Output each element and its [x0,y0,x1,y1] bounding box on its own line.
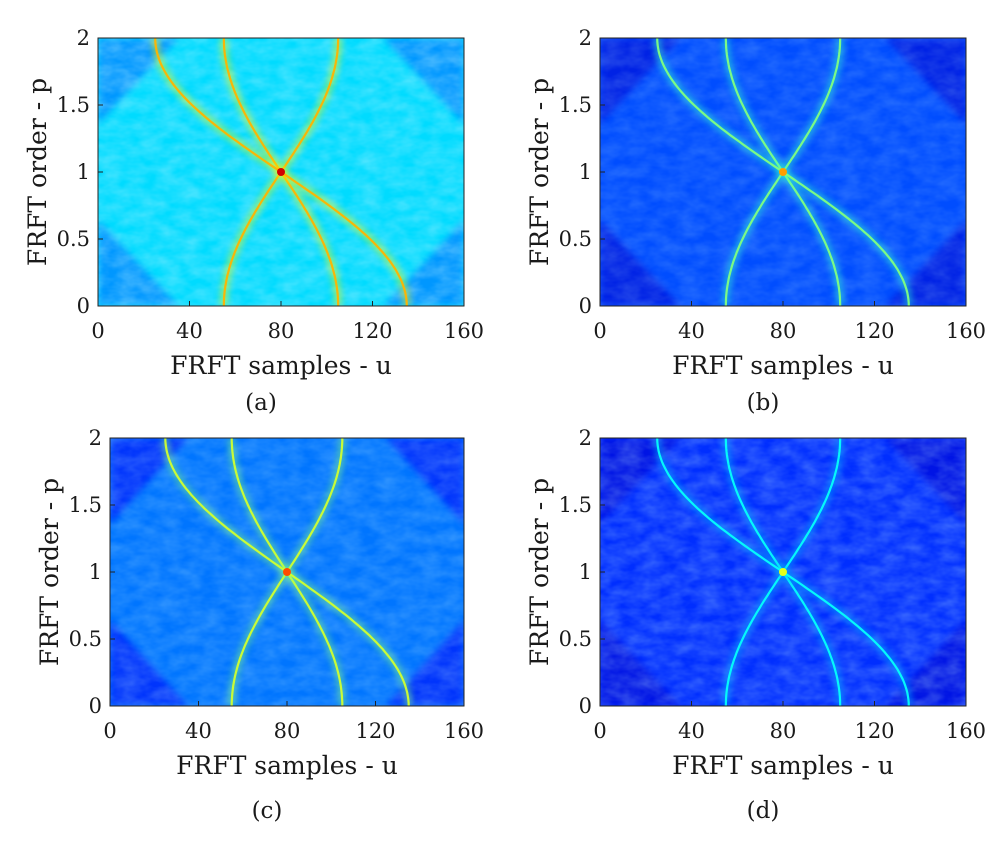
panel-b: 0 0.5 1 1.5 2 0 40 80 120 160 FRFT sampl… [525,26,986,416]
panel-c-xtick-1: 40 [185,719,212,743]
panel-a-xlabel: FRFT samples - u [170,351,392,380]
panel-d-ytick-2: 1 [579,560,592,584]
panel-d: 0 0.5 1 1.5 2 0 40 80 120 160 FRFT sampl… [525,426,986,824]
panel-a-ytick-3: 1.5 [57,93,90,117]
panel-a-xtick-4: 160 [444,319,484,343]
panel-b-ytick-4: 2 [579,26,592,50]
panel-b-x-ticks: 0 40 80 120 160 [593,319,986,343]
panel-d-ylabel: FRFT order - p [525,478,554,666]
panel-c: 0 0.5 1 1.5 2 0 40 80 120 160 FRFT sampl… [35,426,484,824]
panel-a-ylabel: FRFT order - p [23,78,52,266]
panel-d-xtick-2: 80 [770,719,797,743]
panel-d-xtick-1: 40 [678,719,705,743]
panel-b-xtick-0: 0 [593,319,606,343]
panel-a-y-ticks: 0 0.5 1 1.5 2 [57,26,90,318]
panel-d-xtick-4: 160 [946,719,986,743]
panel-c-ylabel: FRFT order - p [35,478,64,666]
panel-b-caption: (b) [747,390,780,416]
panel-d-ytick-1: 0.5 [559,627,592,651]
panel-a-ytick-4: 2 [77,26,90,50]
panel-d-ytick-4: 2 [579,426,592,450]
panel-a-caption: (a) [245,390,277,416]
panel-d-plot-area [599,437,967,707]
panel-a-xtick-1: 40 [176,319,203,343]
panel-c-ytick-4: 2 [89,426,102,450]
panel-b-peak [779,168,787,176]
panel-d-y-ticks: 0 0.5 1 1.5 2 [559,426,592,718]
panel-b-ytick-2: 1 [579,160,592,184]
panel-c-xtick-2: 80 [274,719,301,743]
panel-c-peak [283,568,291,576]
panel-a-ytick-1: 0.5 [57,227,90,251]
panel-c-y-ticks: 0 0.5 1 1.5 2 [69,426,102,718]
panel-c-xtick-4: 160 [444,719,484,743]
panel-b-ytick-3: 1.5 [559,93,592,117]
panel-b-xtick-3: 120 [854,319,894,343]
panel-a-xtick-0: 0 [91,319,104,343]
panel-d-peak [779,568,787,576]
panel-c-x-ticks: 0 40 80 120 160 [103,719,484,743]
panel-a-peak [277,168,285,176]
panel-d-xtick-3: 120 [854,719,894,743]
panel-c-xtick-0: 0 [103,719,116,743]
panel-d-caption: (d) [747,798,780,824]
panel-a: 0 0.5 1 1.5 2 0 40 80 120 160 FRFT sampl… [23,26,484,416]
panel-b-xlabel: FRFT samples - u [672,351,894,380]
panel-b-y-ticks: 0 0.5 1 1.5 2 [559,26,592,318]
panel-c-ytick-2: 1 [89,560,102,584]
panel-b-xtick-4: 160 [946,319,986,343]
panel-c-ytick-1: 0.5 [69,627,102,651]
panel-b-xtick-1: 40 [678,319,705,343]
panel-b-ylabel: FRFT order - p [525,78,554,266]
panel-b-plot-area [599,37,967,307]
panel-d-xlabel: FRFT samples - u [672,751,894,780]
panel-d-ytick-3: 1.5 [559,493,592,517]
panel-b-xtick-2: 80 [770,319,797,343]
panel-c-caption: (c) [252,798,283,824]
panel-d-xtick-0: 0 [593,719,606,743]
panel-a-xtick-2: 80 [268,319,295,343]
panel-a-xtick-3: 120 [352,319,392,343]
panel-c-ytick-3: 1.5 [69,493,102,517]
panel-c-plot-area [109,437,465,707]
panel-d-ytick-0: 0 [579,694,592,718]
panel-a-ytick-2: 1 [77,160,90,184]
panel-c-ytick-0: 0 [89,694,102,718]
panel-a-plot-area [97,37,465,307]
panel-b-ytick-0: 0 [579,294,592,318]
panel-b-ytick-1: 0.5 [559,227,592,251]
panel-a-x-ticks: 0 40 80 120 160 [91,319,484,343]
panel-c-xlabel: FRFT samples - u [176,751,398,780]
panel-d-x-ticks: 0 40 80 120 160 [593,719,986,743]
panel-c-xtick-3: 120 [355,719,395,743]
panel-a-ytick-0: 0 [77,294,90,318]
